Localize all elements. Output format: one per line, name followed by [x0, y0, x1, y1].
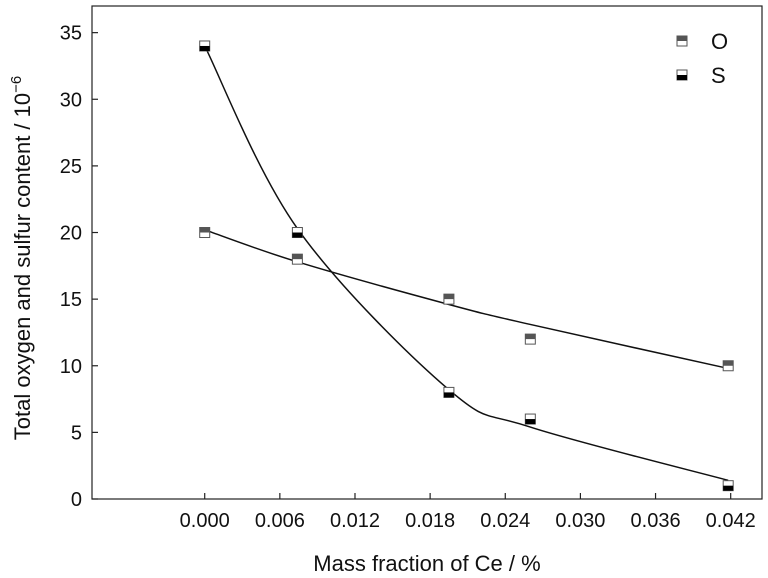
y-tick-label: 20	[60, 223, 82, 245]
y-tick-label: 15	[60, 289, 82, 311]
fit-curves	[204, 45, 729, 482]
marker-fill	[292, 232, 303, 238]
x-tick-label: 0.000	[180, 510, 230, 532]
y-tick-label: 35	[60, 23, 82, 45]
marker-fill	[525, 334, 536, 340]
data-points	[199, 40, 734, 492]
data-point-o	[199, 227, 211, 239]
data-point-s	[199, 40, 211, 52]
x-tick-label: 0.030	[555, 510, 605, 532]
x-tick-label: 0.018	[405, 510, 455, 532]
marker-fill	[723, 485, 734, 491]
axes: 0.000 0.006 0.012 0.018 0.024 0.030 0.036 0.042…	[60, 5, 763, 532]
fit-curve-s	[204, 45, 729, 482]
x-tick-label: 0.012	[330, 510, 380, 532]
data-point-s	[722, 480, 734, 492]
y-axis-title-main: Total oxygen and sulfur content / 10	[10, 93, 35, 440]
marker-fill	[443, 294, 454, 300]
marker-fill	[677, 75, 687, 80]
data-point-s	[524, 413, 536, 425]
legend-label-s: S	[711, 63, 726, 88]
marker-fill	[677, 36, 687, 41]
data-point-o	[722, 360, 734, 372]
marker-fill	[199, 227, 210, 233]
data-point-s	[291, 227, 303, 239]
marker-fill	[443, 392, 454, 398]
data-point-o	[443, 293, 455, 305]
y-tick-label: 30	[60, 89, 82, 111]
x-tick-label: 0.024	[480, 510, 530, 532]
data-point-o	[524, 333, 536, 345]
y-axis-title: Total oxygen and sulfur content / 10−6	[8, 76, 35, 440]
legend-marker-s	[676, 69, 688, 81]
marker-fill	[525, 419, 536, 425]
y-tick-label: 25	[60, 156, 82, 178]
y-tick-label: 10	[60, 356, 82, 378]
y-tick-label: 5	[71, 422, 82, 444]
marker-fill	[292, 254, 303, 260]
y-axis-title-exponent: −6	[8, 76, 25, 93]
legend-label-o: O	[711, 29, 728, 54]
plot-frame	[91, 5, 763, 500]
x-axis-title: Mass fraction of Ce / %	[313, 551, 540, 576]
marker-fill	[199, 45, 210, 51]
marker-fill	[723, 360, 734, 366]
fit-curve-o	[204, 229, 729, 370]
legend-marker-o	[676, 35, 688, 47]
data-point-o	[291, 253, 303, 265]
legend: OS	[676, 29, 728, 88]
x-tick-label: 0.006	[255, 510, 305, 532]
y-tick-label: 0	[71, 489, 82, 511]
x-tick-label: 0.036	[631, 510, 681, 532]
data-point-s	[443, 386, 455, 398]
x-tick-label: 0.042	[706, 510, 756, 532]
